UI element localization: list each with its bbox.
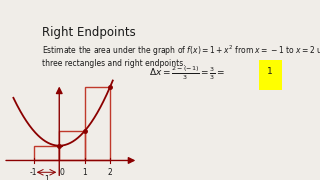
Text: 1: 1 (82, 168, 87, 177)
Text: -1: -1 (30, 168, 37, 177)
FancyBboxPatch shape (260, 60, 282, 89)
Text: 2: 2 (108, 168, 113, 177)
Text: $1$: $1$ (266, 65, 273, 76)
Text: Estimate the area under the graph of $f(x) = 1 + x^2$ from $x = -1$ to $x = 2$ u: Estimate the area under the graph of $f(… (43, 44, 320, 58)
Text: 1: 1 (44, 175, 49, 180)
Bar (85, 87, 110, 160)
Text: three rectangles and right endpoints.: three rectangles and right endpoints. (43, 59, 186, 68)
Bar (34, 146, 59, 160)
Text: Right Endpoints: Right Endpoints (43, 26, 136, 39)
Text: 0: 0 (60, 168, 65, 177)
Text: $\Delta x = \frac{2-(-1)}{3} = \frac{3}{3} = $: $\Delta x = \frac{2-(-1)}{3} = \frac{3}{… (149, 65, 225, 82)
Bar (59, 131, 85, 160)
